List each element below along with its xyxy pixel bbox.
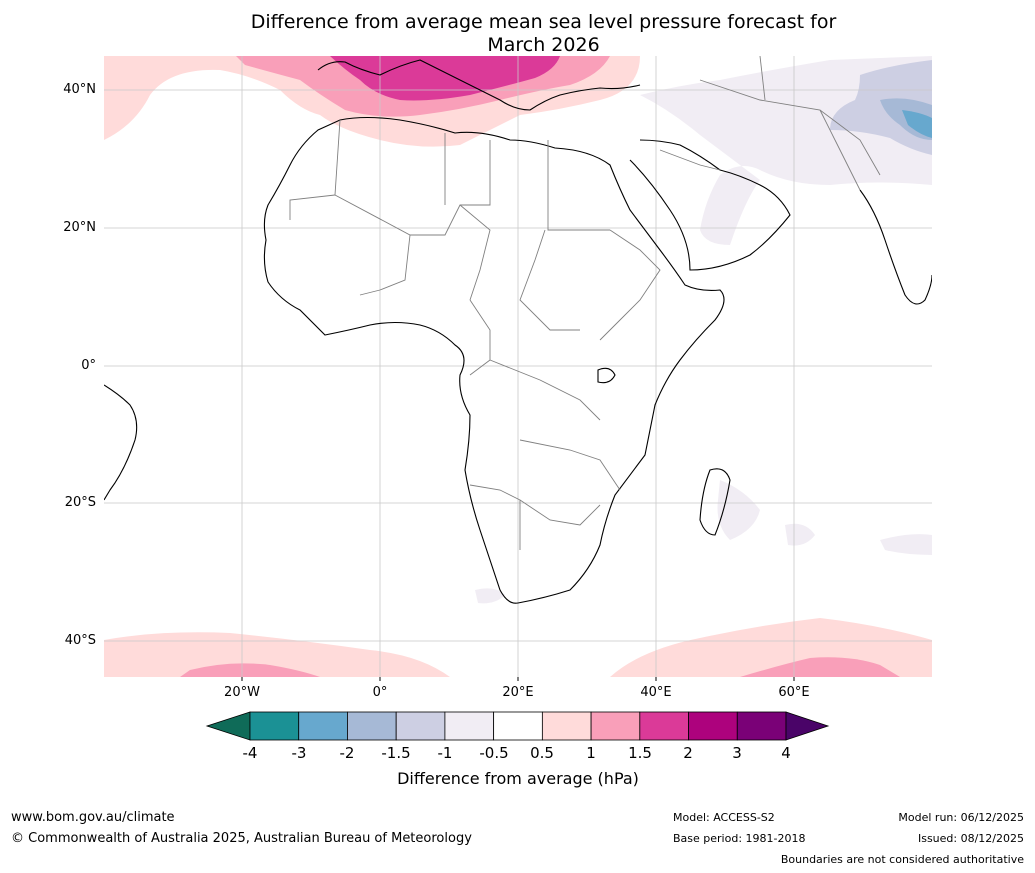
colorbar-tick: 0.5 [530,744,554,762]
colorbar-tick: -4 [242,744,258,762]
footer-base-period: Base period: 1981-2018 [673,832,806,845]
footer-website: www.bom.gov.au/climate [11,810,175,825]
footer-issued: Issued: 08/12/2025 [917,832,1024,845]
colorbar-tick: -1 [437,744,453,762]
colorbar-label: Difference from average (hPa) [397,769,639,788]
south-america-coast [104,384,138,501]
country-boundaries [289,56,881,550]
lat-label-40s: 40°S [64,633,96,648]
colorbar-tick: 1 [586,744,596,762]
lat-label-20s: 20°S [64,495,96,510]
lon-label-0: 0° [372,685,388,700]
colorbar-tick: -1.5 [381,744,411,762]
anomaly-shading [104,56,932,677]
footer-copyright: © Commonwealth of Australia 2025, Austra… [11,831,472,846]
colorbar-tick: -0.5 [479,744,509,762]
lat-label-0: 0° [81,358,96,373]
lon-label-40e: 40°E [640,685,672,700]
anomaly-0.5-1-south-west [104,632,450,677]
anomaly-neg-0.5-indian-2 [880,534,932,555]
europe-coast [317,59,641,111]
colorbar-tick: 3 [732,744,742,762]
anomaly-neg-0.5-south-atlantic [475,588,505,604]
anomaly-1-1.5-south-east [740,657,900,677]
footer-model-run: Model run: 06/12/2025 [898,811,1024,824]
anomaly-1.5-2-north [330,56,560,101]
africa-coast [263,116,725,604]
lat-label-40n: 40°N [63,82,96,97]
anomaly-neg-1-east [830,60,932,155]
colorbar-tick: 1.5 [628,744,652,762]
arabia-coast [629,139,791,271]
madagascar-coast [699,468,731,536]
title-line-1: Difference from average mean sea level p… [250,11,837,33]
footer-model: Model: ACCESS-S2 [673,811,775,824]
tick-marks [241,677,795,681]
graticule [104,56,932,677]
footer-boundaries-note: Boundaries are not considered authoritat… [780,853,1024,866]
colorbar-tick: -2 [339,744,355,762]
lat-label-20n: 20°N [63,220,96,235]
lake-victoria [597,367,616,384]
lon-label-20e: 20°E [502,685,534,700]
anomaly-neg-0.5-indian [785,523,815,546]
map-title: Difference from average mean sea level p… [0,11,1035,57]
colorbar-tick: -3 [291,744,307,762]
title-line-2: March 2026 [487,34,600,56]
anomaly-1-1.5-south-west [180,663,320,677]
anomaly-neg-2-east [902,110,932,138]
colorbar-tick: 2 [683,744,693,762]
lon-label-60e: 60°E [778,685,810,700]
lon-label-20w: 20°W [224,685,260,700]
coastlines [104,59,932,604]
india-coast [859,189,932,305]
colorbar-tick: 4 [781,744,791,762]
anomaly-neg-0.5-madagascar [717,480,760,540]
